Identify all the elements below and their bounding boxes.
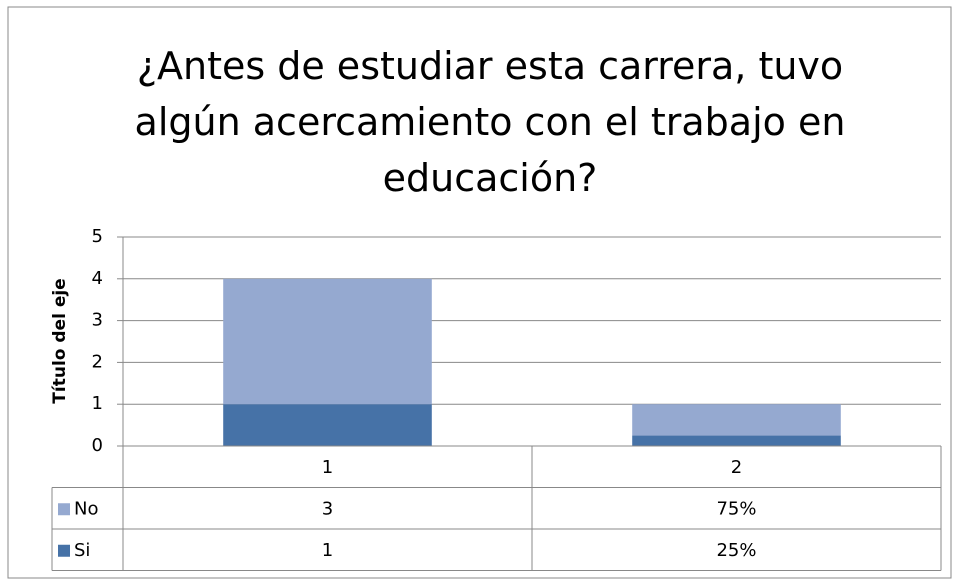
legend-swatch bbox=[58, 544, 70, 557]
bar-segment bbox=[632, 404, 841, 436]
data-table-value: 3 bbox=[322, 498, 333, 519]
data-table-value: 25% bbox=[716, 540, 756, 561]
legend-label: Si bbox=[74, 540, 90, 561]
data-table-value: 1 bbox=[322, 540, 333, 561]
legend-label: No bbox=[74, 498, 98, 519]
x-tick-label: 1 bbox=[322, 457, 333, 478]
bar-segment bbox=[223, 404, 432, 446]
chart-border bbox=[7, 6, 952, 579]
data-table-value: 75% bbox=[716, 498, 756, 519]
y-axis-title: Título del eje bbox=[50, 278, 70, 403]
y-tick-label: 4 bbox=[92, 268, 103, 289]
bar-segment bbox=[632, 435, 841, 446]
legend-swatch bbox=[58, 503, 70, 516]
y-tick-label: 2 bbox=[92, 351, 103, 372]
x-tick-label: 2 bbox=[731, 457, 742, 478]
y-tick-label: 1 bbox=[92, 393, 103, 414]
bar-segment bbox=[223, 278, 432, 405]
y-tick-label: 3 bbox=[92, 310, 103, 331]
y-tick-label: 0 bbox=[92, 435, 103, 456]
y-tick-label: 5 bbox=[92, 226, 103, 247]
chart-title: ¿Antes de estudiar esta carrera, tuvo al… bbox=[134, 44, 846, 200]
